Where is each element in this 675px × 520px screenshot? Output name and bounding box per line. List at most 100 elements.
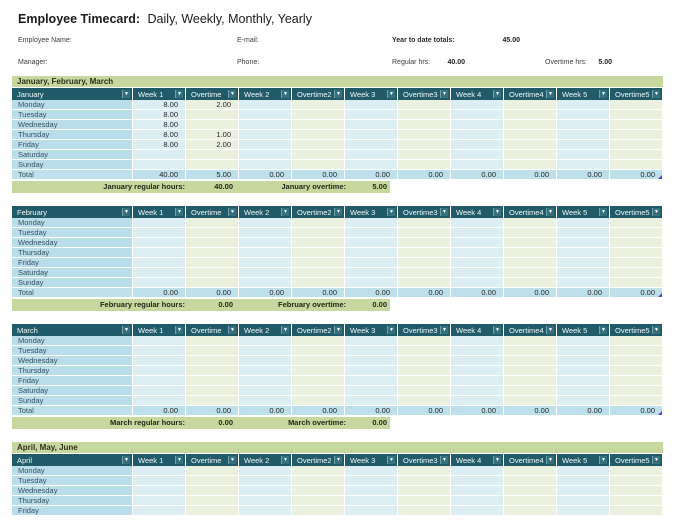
filter-dropdown-icon[interactable]: ▼: [387, 456, 395, 464]
value-cell[interactable]: [451, 466, 504, 476]
value-cell[interactable]: [557, 160, 610, 170]
filter-dropdown-icon[interactable]: ▼: [175, 456, 183, 464]
column-header-overtime[interactable]: Overtime ▼: [186, 206, 239, 218]
value-cell[interactable]: [557, 376, 610, 386]
value-cell[interactable]: [186, 476, 239, 486]
value-cell[interactable]: [398, 100, 451, 110]
total-value-cell[interactable]: 0.00: [345, 288, 398, 298]
value-cell[interactable]: [292, 466, 345, 476]
value-cell[interactable]: [451, 356, 504, 366]
value-cell[interactable]: [292, 150, 345, 160]
value-cell[interactable]: [239, 466, 292, 476]
value-cell[interactable]: [610, 258, 663, 268]
column-header-overtime[interactable]: Overtime ▼: [186, 324, 239, 336]
value-cell[interactable]: [504, 278, 557, 288]
value-cell[interactable]: [398, 346, 451, 356]
filter-dropdown-icon[interactable]: ▼: [440, 326, 448, 334]
column-header-week-1[interactable]: Week 1 ▼: [133, 324, 186, 336]
column-header-overtime2[interactable]: Overtime2 ▼: [292, 206, 345, 218]
value-cell[interactable]: [345, 140, 398, 150]
value-cell[interactable]: [451, 476, 504, 486]
total-value-cell[interactable]: 0.00: [292, 406, 345, 416]
value-cell[interactable]: [292, 486, 345, 496]
value-cell[interactable]: [504, 100, 557, 110]
value-cell[interactable]: [292, 336, 345, 346]
value-cell[interactable]: [504, 366, 557, 376]
filter-dropdown-icon[interactable]: ▼: [546, 90, 554, 98]
value-cell[interactable]: [239, 386, 292, 396]
value-cell[interactable]: [451, 366, 504, 376]
value-cell[interactable]: [451, 336, 504, 346]
column-header-overtime2[interactable]: Overtime2 ▼: [292, 454, 345, 466]
total-value-cell[interactable]: 0.00: [610, 406, 663, 416]
value-cell[interactable]: [610, 268, 663, 278]
value-cell[interactable]: [504, 336, 557, 346]
value-cell[interactable]: [504, 506, 557, 516]
value-cell[interactable]: [398, 356, 451, 366]
value-cell[interactable]: [398, 160, 451, 170]
value-cell[interactable]: [239, 110, 292, 120]
column-header-overtime[interactable]: Overtime ▼: [186, 88, 239, 100]
total-label-cell[interactable]: Total: [12, 170, 133, 180]
value-cell[interactable]: [398, 336, 451, 346]
value-cell[interactable]: [557, 278, 610, 288]
month-header-cell[interactable]: January ▼: [12, 88, 133, 100]
value-cell[interactable]: [504, 258, 557, 268]
filter-dropdown-icon[interactable]: ▼: [334, 90, 342, 98]
column-header-week-4[interactable]: Week 4 ▼: [451, 88, 504, 100]
value-cell[interactable]: [186, 278, 239, 288]
filter-dropdown-icon[interactable]: ▼: [652, 326, 660, 334]
value-cell[interactable]: [557, 150, 610, 160]
filter-dropdown-icon[interactable]: ▼: [122, 456, 130, 464]
month-header-cell[interactable]: March ▼: [12, 324, 133, 336]
value-cell[interactable]: [504, 386, 557, 396]
column-header-overtime3[interactable]: Overtime3 ▼: [398, 454, 451, 466]
day-label-cell[interactable]: Wednesday: [12, 238, 133, 248]
value-cell[interactable]: [239, 506, 292, 516]
value-cell[interactable]: [504, 120, 557, 130]
value-cell[interactable]: [239, 160, 292, 170]
value-cell[interactable]: [345, 476, 398, 486]
value-cell[interactable]: [292, 278, 345, 288]
value-cell[interactable]: [186, 506, 239, 516]
filter-dropdown-icon[interactable]: ▼: [122, 326, 130, 334]
month-header-cell[interactable]: February ▼: [12, 206, 133, 218]
total-value-cell[interactable]: 0.00: [239, 406, 292, 416]
filter-dropdown-icon[interactable]: ▼: [281, 326, 289, 334]
value-cell[interactable]: [133, 466, 186, 476]
total-value-cell[interactable]: 0.00: [239, 288, 292, 298]
value-cell[interactable]: [398, 466, 451, 476]
total-value-cell[interactable]: 0.00: [186, 406, 239, 416]
total-value-cell[interactable]: 0.00: [133, 406, 186, 416]
column-header-overtime2[interactable]: Overtime2 ▼: [292, 324, 345, 336]
total-value-cell[interactable]: 0.00: [345, 170, 398, 180]
value-cell[interactable]: [292, 376, 345, 386]
value-cell[interactable]: [504, 140, 557, 150]
value-cell[interactable]: [557, 130, 610, 140]
filter-dropdown-icon[interactable]: ▼: [122, 208, 130, 216]
value-cell[interactable]: [239, 130, 292, 140]
value-cell[interactable]: [239, 258, 292, 268]
value-cell[interactable]: [398, 258, 451, 268]
column-header-overtime3[interactable]: Overtime3 ▼: [398, 206, 451, 218]
value-cell[interactable]: [610, 140, 663, 150]
value-cell[interactable]: [610, 248, 663, 258]
value-cell[interactable]: [345, 218, 398, 228]
value-cell[interactable]: [451, 346, 504, 356]
day-label-cell[interactable]: Friday: [12, 258, 133, 268]
filter-dropdown-icon[interactable]: ▼: [493, 326, 501, 334]
value-cell[interactable]: [504, 130, 557, 140]
value-cell[interactable]: [557, 496, 610, 506]
value-cell[interactable]: [345, 268, 398, 278]
value-cell[interactable]: [345, 150, 398, 160]
value-cell[interactable]: [292, 248, 345, 258]
value-cell[interactable]: [610, 466, 663, 476]
value-cell[interactable]: [292, 346, 345, 356]
value-cell[interactable]: [133, 396, 186, 406]
value-cell[interactable]: [557, 258, 610, 268]
day-label-cell[interactable]: Tuesday: [12, 346, 133, 356]
value-cell[interactable]: [451, 268, 504, 278]
value-cell[interactable]: [557, 120, 610, 130]
filter-dropdown-icon[interactable]: ▼: [281, 456, 289, 464]
value-cell[interactable]: [610, 376, 663, 386]
